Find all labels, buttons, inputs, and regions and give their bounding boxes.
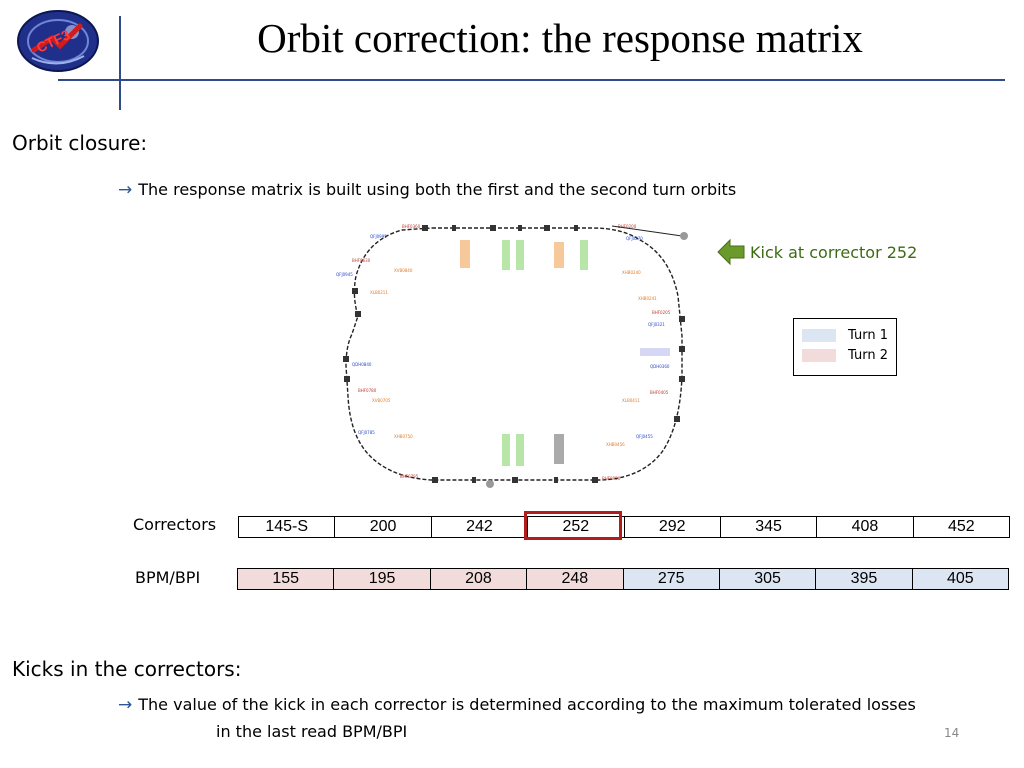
correctors-label: Correctors — [133, 515, 217, 534]
svg-text:XHB0241: XHB0241 — [638, 296, 657, 301]
svg-text:BHF0950: BHF0950 — [602, 476, 621, 481]
legend-item-turn-1: Turn 1 — [802, 327, 888, 343]
bpm-bpi-table: 155 195 208 248 275 305 395 405 — [236, 568, 1010, 590]
arrow-bullet-icon: → — [118, 180, 133, 200]
header-horizontal-rule — [58, 79, 1005, 81]
page-number: 14 — [944, 726, 960, 740]
svg-text:BHF0405: BHF0405 — [650, 390, 669, 395]
orbit-closure-bullet-text: The response matrix is built using both … — [138, 180, 737, 199]
svg-text:BHF0205: BHF0205 — [652, 310, 671, 315]
kick-label: Kick at corrector 252 — [750, 242, 918, 262]
left-arrow-icon — [717, 238, 745, 266]
bpm-cell-turn-2: 248 — [526, 568, 624, 590]
orbit-closure-bullet: → The response matrix is built using both… — [118, 180, 736, 200]
turn-legend: Turn 1 Turn 2 — [793, 318, 897, 376]
svg-text:BHF0200: BHF0200 — [618, 224, 637, 229]
ring-lattice-diagram: BHF0360 BHF0200 BHF0630 BHF0205 BHF0780 BHF… — [336, 224, 688, 488]
corrector-252-highlight — [524, 511, 622, 540]
corrector-cell: 242 — [430, 516, 529, 538]
svg-text:XHB0240: XHB0240 — [622, 270, 641, 275]
bpm-bpi-label: BPM/BPI — [135, 568, 201, 587]
svg-text:QFJ0785: QFJ0785 — [358, 430, 375, 435]
svg-text:QFJ0945: QFJ0945 — [336, 272, 353, 277]
corrector-cell: 345 — [719, 516, 818, 538]
svg-text:QFJ0321: QFJ0321 — [648, 322, 665, 327]
svg-text:XLB0211: XLB0211 — [370, 290, 388, 295]
kicks-bullet-text-line1: The value of the kick in each corrector … — [138, 695, 916, 714]
svg-text:BHF0795: BHF0795 — [400, 474, 419, 479]
bpm-cell-turn-1: 395 — [815, 568, 913, 590]
corrector-cell: 408 — [816, 516, 914, 538]
svg-text:BHF0780: BHF0780 — [358, 388, 377, 393]
svg-text:BHF0630: BHF0630 — [352, 258, 371, 263]
corrector-cell: 145-S — [237, 516, 336, 538]
bpm-cell-turn-1: 405 — [911, 568, 1010, 590]
bpm-bpi-row: 155 195 208 248 275 305 395 405 — [236, 568, 1010, 590]
kicks-heading: Kicks in the correctors: — [12, 657, 242, 681]
svg-text:QDH0360: QDH0360 — [650, 364, 670, 369]
legend-label-turn-1: Turn 1 — [848, 327, 888, 343]
orbit-closure-heading: Orbit closure: — [12, 131, 148, 155]
bpm-cell-turn-1: 275 — [622, 568, 720, 590]
svg-text:QFJ0270: QFJ0270 — [626, 236, 643, 241]
header-vertical-rule — [119, 16, 121, 110]
svg-text:XLB0411: XLB0411 — [622, 398, 640, 403]
bpm-cell-turn-1: 305 — [718, 568, 817, 590]
bpm-cell-turn-2: 208 — [429, 568, 528, 590]
arrow-bullet-icon: → — [118, 695, 133, 715]
svg-text:XHB0750: XHB0750 — [394, 434, 413, 439]
svg-text:BHF0360: BHF0360 — [402, 224, 421, 229]
legend-label-turn-2: Turn 2 — [848, 347, 888, 363]
corrector-cell: 292 — [623, 516, 721, 538]
legend-swatch-turn-2 — [802, 348, 836, 362]
svg-text:QFJ0455: QFJ0455 — [636, 434, 653, 439]
ctf3-logo: CTF3 — [17, 10, 99, 72]
svg-text:XVB0840: XVB0840 — [394, 268, 413, 273]
legend-swatch-turn-1 — [802, 328, 836, 342]
corrector-cell: 452 — [912, 516, 1011, 538]
svg-text:XHB0456: XHB0456 — [606, 442, 625, 447]
kick-annotation: Kick at corrector 252 — [716, 238, 917, 266]
svg-text:XVB0705: XVB0705 — [372, 398, 391, 403]
svg-text:QFJ0995: QFJ0995 — [370, 234, 387, 239]
legend-item-turn-2: Turn 2 — [802, 347, 888, 363]
kicks-bullet-line2: in the last read BPM/BPI — [216, 722, 408, 741]
svg-text:QDH0840: QDH0840 — [352, 362, 372, 367]
corrector-cell: 200 — [334, 516, 432, 538]
bpm-cell-turn-2: 155 — [236, 568, 335, 590]
slide-title: Orbit correction: the response matrix — [257, 15, 863, 61]
bpm-cell-turn-2: 195 — [333, 568, 431, 590]
correctors-table: 145-S 200 242 252 292 345 408 452 — [237, 516, 1011, 538]
correctors-row: 145-S 200 242 252 292 345 408 452 — [237, 516, 1011, 538]
kicks-bullet: → The value of the kick in each corrector… — [118, 695, 916, 715]
